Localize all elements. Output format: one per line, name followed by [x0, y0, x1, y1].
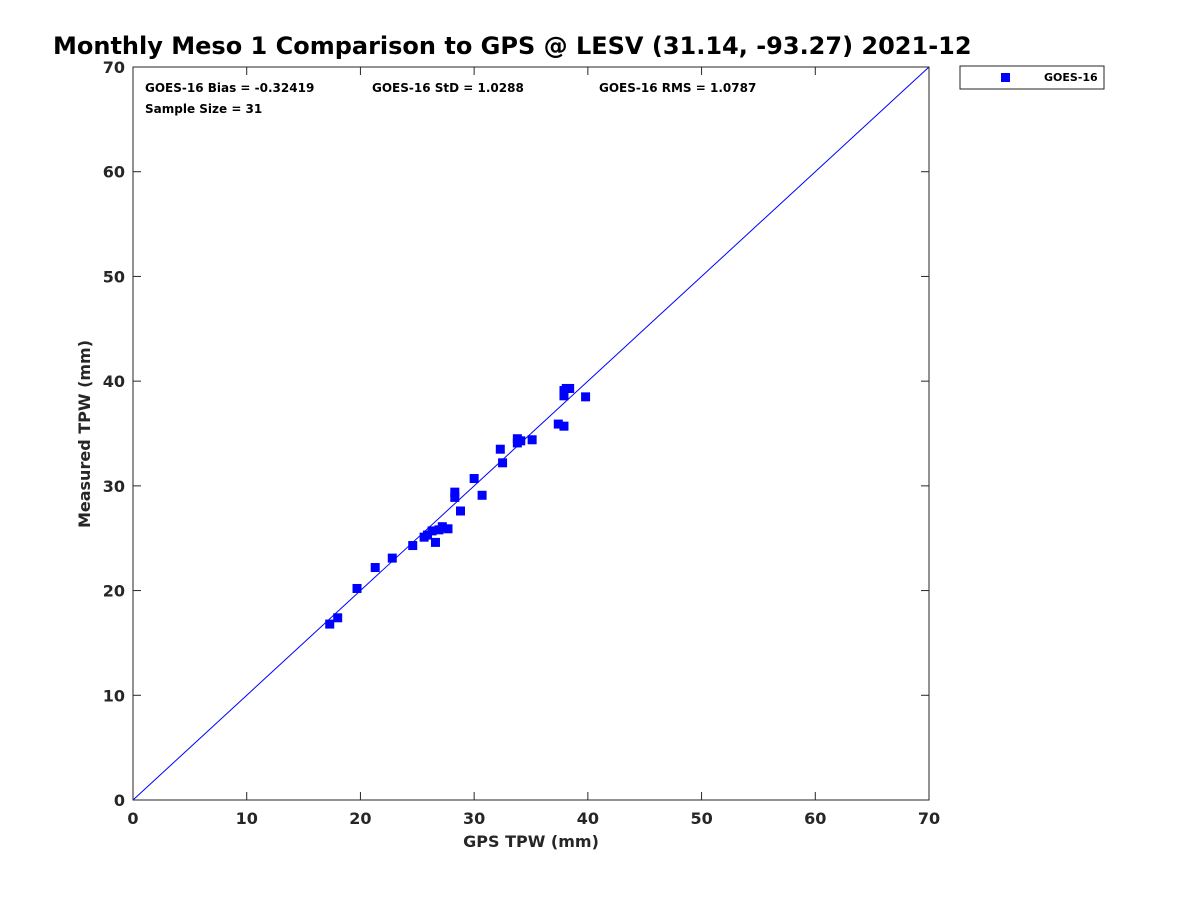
y-axis-ticks: 0 10 20 30 40 50 60 70 [103, 58, 929, 810]
data-point [516, 436, 526, 446]
data-points-layer [325, 383, 591, 629]
data-point [559, 421, 569, 431]
legend-label: GOES-16 [1044, 71, 1098, 84]
data-point [333, 613, 343, 623]
axes-box [132, 66, 930, 801]
x-tick-label: 10 [236, 809, 258, 828]
data-point [581, 392, 591, 402]
y-tick-label: 20 [103, 582, 125, 601]
data-point [477, 490, 487, 500]
y-tick-label: 60 [103, 163, 125, 182]
x-tick-label: 60 [804, 809, 826, 828]
data-point [408, 541, 418, 551]
data-point [565, 383, 575, 393]
data-point [469, 474, 479, 484]
data-point [553, 419, 563, 429]
legend: GOES-16 [959, 65, 1105, 90]
x-tick-label: 40 [577, 809, 599, 828]
one-to-one-reference-line [132, 66, 930, 801]
y-axis-label: Measured TPW (mm) [75, 340, 94, 528]
y-tick-label: 0 [114, 791, 125, 810]
data-point [527, 435, 537, 445]
reference-line-layer [132, 66, 930, 801]
y-tick-label: 40 [103, 372, 125, 391]
legend-box [959, 65, 1105, 90]
y-tick-label: 70 [103, 58, 125, 77]
y-tick-label: 50 [103, 267, 125, 286]
data-point [370, 563, 380, 573]
data-point [495, 444, 505, 454]
x-tick-label: 20 [349, 809, 371, 828]
data-point [450, 487, 460, 497]
annotation-bias: GOES-16 Bias = -0.32419 [145, 81, 314, 95]
y-tick-label: 30 [103, 477, 125, 496]
x-tick-label: 50 [690, 809, 712, 828]
data-point [387, 553, 397, 563]
y-tick-label: 10 [103, 686, 125, 705]
data-point [430, 537, 440, 547]
x-tick-label: 0 [127, 809, 138, 828]
data-point [352, 583, 362, 593]
plot-area: 0 10 20 30 40 50 60 70 0 10 20 30 40 50 60 70 GOES-16 … [103, 58, 940, 828]
annotation-sample-size: Sample Size = 31 [145, 102, 262, 116]
data-point [450, 492, 460, 502]
legend-marker [1001, 73, 1010, 82]
data-point [325, 619, 335, 629]
data-point [423, 530, 433, 540]
data-point [455, 506, 465, 516]
chart-title: Monthly Meso 1 Comparison to GPS @ LESV … [53, 32, 972, 60]
data-point [559, 391, 569, 401]
annotation-rms: GOES-16 RMS = 1.0787 [599, 81, 756, 95]
x-tick-label: 70 [918, 809, 940, 828]
x-tick-label: 30 [463, 809, 485, 828]
data-point [443, 524, 453, 534]
data-point [437, 522, 447, 532]
x-axis-ticks: 0 10 20 30 40 50 60 70 [127, 67, 940, 828]
x-axis-label: GPS TPW (mm) [463, 832, 599, 851]
data-point [498, 458, 508, 468]
data-point [427, 526, 437, 536]
annotation-std: GOES-16 StD = 1.0288 [372, 81, 524, 95]
